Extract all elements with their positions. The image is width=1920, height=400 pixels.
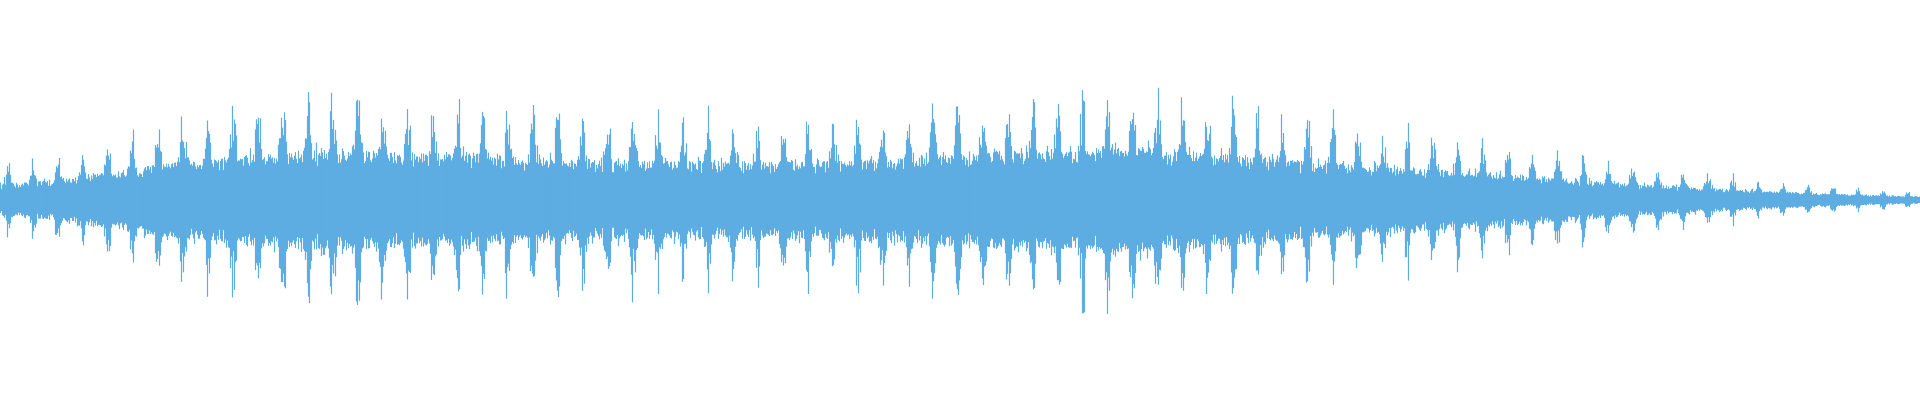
- waveform-peaks: [0, 87, 1920, 314]
